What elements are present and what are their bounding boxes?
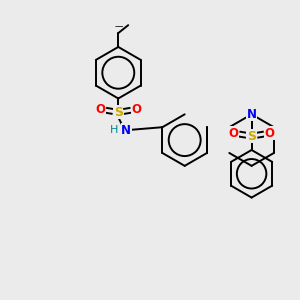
Text: S: S — [114, 106, 123, 119]
Text: O: O — [229, 127, 239, 140]
Text: —: — — [114, 22, 122, 31]
Text: N: N — [121, 124, 131, 137]
Text: O: O — [264, 127, 274, 140]
Text: N: N — [247, 108, 256, 121]
Text: O: O — [95, 103, 106, 116]
Text: S: S — [247, 130, 256, 142]
Text: O: O — [131, 103, 141, 116]
Text: H: H — [110, 125, 118, 135]
